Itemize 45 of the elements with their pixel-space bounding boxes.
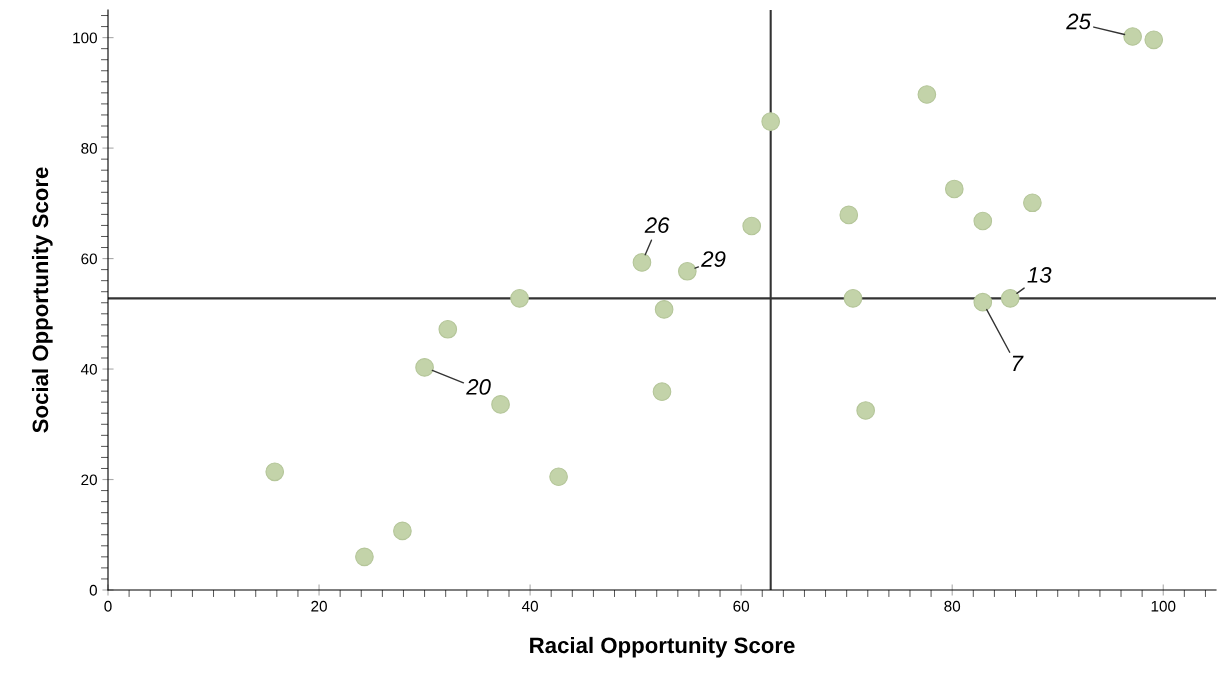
annotation: 13 [1027,267,1052,283]
x-tick-label: 40 [521,600,538,612]
y-tick-label: 40 [80,363,97,375]
point [839,205,859,225]
annotation: 20 [466,379,491,395]
point [1144,30,1164,50]
point [393,521,412,541]
point [355,547,374,567]
y-tick-label: 100 [73,32,97,44]
x-tick-label: 80 [944,600,961,612]
point [265,462,285,482]
y-tick-label: 60 [81,253,97,265]
y-tick-label: 20 [81,474,97,486]
y-tick-label: 0 [89,584,97,596]
point [917,85,937,104]
x-tick-label: 100 [1151,600,1176,612]
point [438,319,458,339]
point [632,253,652,272]
point [510,289,529,308]
point [973,292,993,312]
point [944,179,964,199]
x-tick-label: 60 [733,600,750,612]
point [1123,27,1142,46]
annotation: 26 [644,217,670,234]
x-tick-label: 20 [311,600,327,612]
annotation: 25 [1066,13,1092,30]
point [491,395,510,414]
point [742,216,762,236]
annotation: 7 [1012,355,1024,372]
point [677,261,697,281]
point [843,289,863,308]
point [652,382,672,402]
point [856,401,876,420]
annotation: 29 [701,251,726,267]
point [654,300,674,319]
point [415,358,434,377]
point [1023,193,1042,213]
y-axis-title: Social Opportunity Score [31,167,53,433]
point [1000,289,1020,308]
x-tick-label: 0 [104,600,112,612]
x-axis-title: Racial Opportunity Score [530,636,795,658]
y-tick-label: 80 [81,142,97,154]
point [549,467,568,487]
point [761,112,781,131]
point [973,211,993,231]
